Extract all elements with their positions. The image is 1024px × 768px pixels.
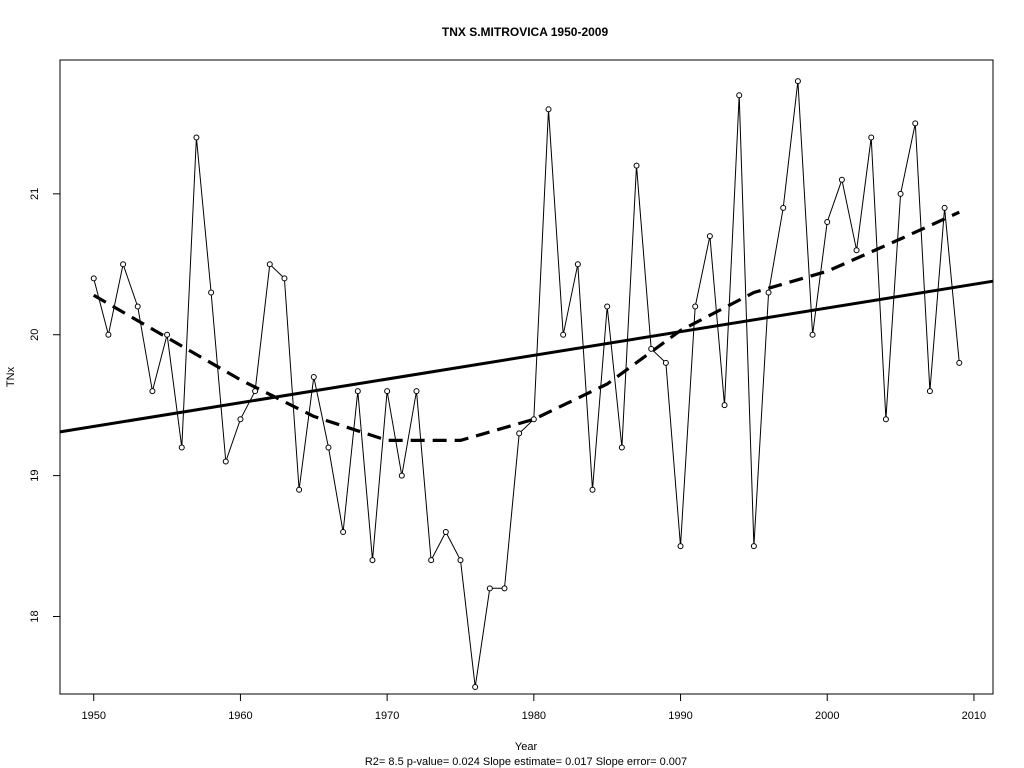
data-point — [662, 359, 669, 366]
plot-frame — [59, 59, 994, 695]
observed-series-line — [93, 81, 960, 688]
x-tick-label: 1950 — [81, 710, 105, 722]
x-tick-label: 2010 — [962, 710, 986, 722]
data-point — [692, 303, 699, 310]
plot-area — [59, 78, 994, 690]
data-point — [809, 331, 816, 338]
data-point — [237, 416, 244, 423]
data-point — [428, 557, 435, 564]
data-point — [589, 486, 596, 493]
data-point — [252, 388, 259, 395]
data-point — [281, 275, 288, 282]
data-point — [545, 106, 552, 113]
data-point — [897, 190, 904, 197]
data-point — [736, 92, 743, 99]
data-point — [868, 134, 875, 141]
data-point — [208, 289, 215, 296]
data-point — [310, 374, 317, 380]
data-point — [398, 472, 405, 479]
data-point — [706, 233, 713, 240]
x-axis-label: Year — [515, 741, 538, 753]
data-point — [134, 303, 141, 310]
data-point — [956, 359, 963, 366]
data-point — [912, 120, 919, 127]
x-tick-label: 2000 — [815, 710, 839, 722]
data-point — [824, 219, 831, 226]
data-point — [325, 444, 332, 451]
data-point — [472, 683, 479, 690]
x-tick-label: 1960 — [228, 710, 252, 722]
data-point — [780, 204, 787, 211]
data-point — [442, 528, 449, 535]
data-point — [149, 388, 156, 395]
data-point — [105, 331, 112, 338]
y-axis: 18 19 20 21 — [29, 188, 60, 623]
data-point — [604, 303, 611, 310]
y-tick-label: 19 — [29, 469, 41, 481]
data-point — [765, 289, 772, 296]
data-point — [853, 247, 860, 254]
data-point — [501, 585, 508, 592]
x-tick-label: 1970 — [375, 710, 399, 722]
data-point — [882, 416, 889, 423]
stats-footnote: R2= 8.5 p-value= 0.024 Slope estimate= 0… — [365, 756, 687, 768]
data-point — [677, 543, 684, 550]
data-point — [794, 78, 801, 85]
data-point — [941, 204, 948, 211]
data-point — [266, 261, 273, 268]
x-tick-label: 1980 — [522, 710, 546, 722]
data-point — [90, 275, 97, 282]
data-point — [750, 543, 757, 550]
data-point — [486, 585, 493, 592]
data-point — [516, 430, 523, 437]
data-point — [648, 345, 655, 352]
x-tick-label: 1990 — [668, 710, 692, 722]
data-point — [178, 444, 185, 451]
data-point — [354, 388, 361, 395]
data-point — [340, 528, 347, 535]
linear-trend-line — [59, 279, 994, 434]
data-point — [560, 331, 567, 338]
data-point — [369, 557, 376, 564]
data-point — [222, 458, 229, 465]
y-axis-label: TNx — [5, 366, 17, 387]
y-tick-label: 21 — [29, 188, 41, 200]
data-point — [120, 261, 127, 268]
data-point — [193, 134, 200, 141]
data-point — [926, 388, 933, 395]
data-point — [838, 176, 845, 183]
data-point — [574, 261, 581, 268]
x-axis: 1950 1960 1970 1980 1990 2000 2010 — [81, 694, 986, 722]
y-tick-label: 18 — [29, 610, 41, 622]
data-point — [384, 388, 391, 395]
data-point — [413, 388, 420, 395]
data-point — [530, 416, 537, 423]
y-tick-label: 20 — [29, 329, 41, 341]
chart-title: TNX S.MITROVICA 1950-2009 — [442, 25, 609, 39]
data-point — [721, 402, 728, 409]
data-point — [633, 162, 640, 169]
data-point — [618, 444, 625, 451]
data-point — [296, 486, 303, 493]
data-point — [457, 557, 464, 564]
data-point — [164, 331, 171, 338]
